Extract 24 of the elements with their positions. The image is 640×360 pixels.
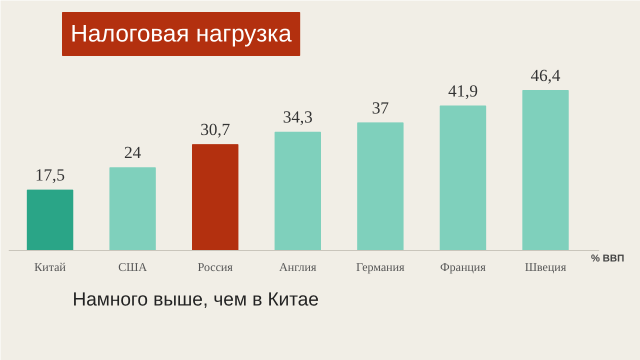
x-tick-label: Англия: [279, 260, 317, 274]
x-tick-label: Германия: [356, 260, 406, 274]
bar: [440, 106, 486, 251]
x-tick-label: Россия: [198, 260, 234, 274]
x-tick-label: США: [118, 260, 148, 274]
text: Намного выше, чем в Китае: [72, 290, 319, 310]
data-label: 46,4: [530, 66, 561, 85]
y-axis-title: % ВВП: [590, 254, 624, 265]
chart-title: Налоговая нагрузка: [70, 20, 292, 48]
data-label: 37: [372, 98, 390, 118]
x-tick-label: Швеция: [524, 260, 567, 274]
bar: [109, 167, 156, 251]
data-label: 24: [124, 143, 142, 162]
x-tick-label: Франция: [440, 260, 486, 274]
bar: [26, 190, 74, 251]
bar: [192, 144, 238, 251]
bar: [522, 90, 569, 251]
bar: [274, 132, 321, 251]
bar: [357, 122, 404, 251]
data-label: 30,7: [200, 120, 231, 140]
x-tick-label: Китай: [34, 260, 66, 274]
data-label: 41,9: [448, 81, 478, 100]
data-label: 17,5: [35, 166, 65, 185]
data-label: 34,3: [282, 108, 313, 127]
